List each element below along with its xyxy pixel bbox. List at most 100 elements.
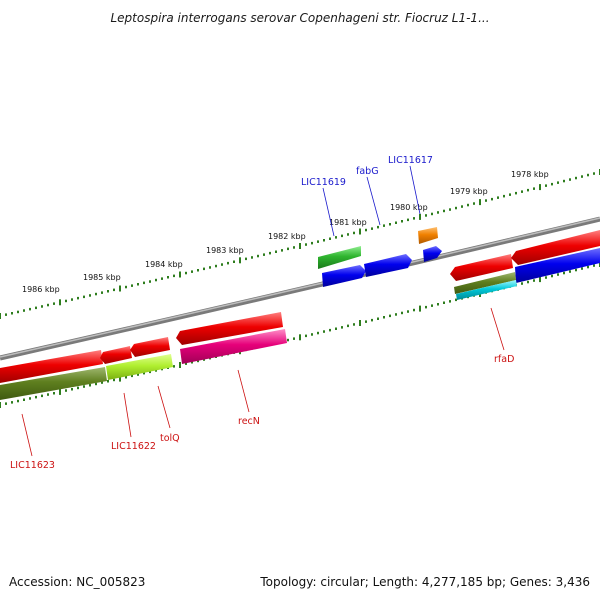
outer-minor-tick [185, 271, 187, 275]
inner-major-tick [59, 388, 61, 395]
inner-minor-tick [95, 382, 97, 386]
inner-minor-tick [191, 361, 193, 364]
inner-minor-tick [173, 365, 175, 368]
outer-major-tick [419, 213, 421, 220]
inner-minor-tick [527, 280, 529, 284]
outer-minor-tick [575, 176, 577, 180]
inner-minor-tick [113, 378, 115, 382]
inner-minor-tick [383, 316, 385, 319]
gene-label-lic11619[interactable]: LIC11619 [301, 177, 346, 188]
outer-minor-tick [293, 246, 295, 249]
gene-red-middle[interactable] [176, 312, 283, 345]
inner-minor-tick [149, 370, 151, 374]
gene-lic11623[interactable] [0, 367, 107, 400]
outer-minor-tick [473, 202, 475, 205]
gene-red-right-2[interactable] [511, 230, 600, 265]
gene-red-small-1[interactable] [100, 346, 132, 364]
outer-minor-tick [503, 194, 505, 198]
outer-minor-tick [311, 241, 313, 245]
outer-minor-tick [383, 224, 385, 227]
outer-minor-tick [125, 285, 127, 289]
gene-lic11617[interactable] [418, 227, 438, 244]
outer-minor-tick [203, 267, 205, 271]
chromosome-backbone [0, 216, 600, 361]
leader-tolq [157, 385, 171, 429]
inner-major-tick [299, 334, 301, 341]
gene-fabg[interactable] [364, 254, 412, 277]
outer-minor-tick [431, 212, 433, 216]
outer-minor-tick [395, 221, 397, 224]
gene-red-right-1[interactable] [450, 254, 513, 281]
kbp-label-1983: 1983 kbp [206, 246, 244, 255]
outer-minor-tick [365, 228, 367, 232]
leader-recn [237, 369, 250, 413]
outer-major-tick [299, 243, 301, 249]
inner-minor-tick [101, 381, 103, 384]
leader-fabg [366, 176, 381, 226]
gene-label-recn[interactable]: recN [238, 416, 260, 427]
outer-minor-tick [107, 290, 109, 293]
inner-minor-tick [455, 298, 457, 302]
inner-minor-tick [131, 374, 133, 378]
gene-label-lic11623[interactable]: LIC11623 [10, 460, 55, 471]
outer-minor-tick [449, 208, 451, 211]
gene-label-lic11622[interactable]: LIC11622 [111, 441, 156, 452]
outer-minor-tick [101, 291, 103, 294]
gene-forward-3[interactable] [423, 246, 442, 262]
inner-minor-tick [443, 301, 445, 304]
outer-minor-tick [353, 231, 355, 235]
outer-minor-tick [167, 276, 169, 279]
leader-rfad [490, 307, 505, 351]
gene-red-left[interactable] [0, 350, 103, 383]
outer-minor-tick [335, 236, 337, 239]
gene-forward-1[interactable] [322, 265, 366, 287]
outer-minor-tick [11, 312, 13, 315]
outer-major-tick [539, 184, 541, 191]
outer-minor-tick [401, 220, 403, 223]
inner-minor-tick [65, 389, 67, 392]
gene-red-small-2[interactable] [130, 337, 170, 357]
outer-major-tick [119, 285, 121, 292]
inner-major-tick [119, 375, 121, 382]
inner-minor-tick [449, 300, 451, 303]
map-title: Leptospira interrogans serovar Copenhage… [110, 11, 489, 25]
inner-minor-tick [563, 271, 565, 275]
outer-minor-tick [71, 298, 73, 301]
outer-minor-tick [173, 274, 175, 278]
inner-minor-tick [11, 401, 13, 404]
inner-minor-tick [575, 268, 577, 272]
inner-minor-tick [89, 384, 91, 387]
outer-minor-tick [341, 234, 343, 238]
gene-label-lic11617[interactable]: LIC11617 [388, 155, 433, 166]
gene-cyan[interactable] [456, 280, 517, 300]
gene-label-rfad[interactable]: rfaD [494, 354, 514, 365]
outer-minor-tick [437, 211, 439, 214]
outer-minor-tick [545, 184, 547, 187]
gene-recn[interactable] [180, 329, 287, 364]
inner-minor-tick [401, 311, 403, 315]
outer-minor-tick [587, 173, 589, 177]
outer-minor-tick [191, 270, 193, 273]
inner-minor-tick [521, 282, 523, 285]
outer-minor-tick [515, 191, 517, 195]
outer-minor-tick [233, 260, 235, 263]
inner-major-tick [539, 276, 541, 283]
inner-minor-tick [329, 328, 331, 332]
outer-minor-tick [77, 296, 79, 300]
inner-minor-tick [569, 270, 571, 273]
inner-minor-tick [557, 273, 559, 276]
gene-forward-4[interactable] [515, 248, 600, 283]
gene-lic11622[interactable] [106, 354, 173, 380]
outer-minor-tick [491, 197, 493, 201]
outer-minor-tick [485, 199, 487, 202]
inner-minor-tick [407, 310, 409, 313]
outer-minor-tick [257, 254, 259, 258]
gene-label-tolq[interactable]: tolQ [160, 433, 180, 444]
outer-minor-tick [161, 277, 163, 280]
gene-label-fabg[interactable]: fabG [356, 166, 379, 177]
gene-lic11619[interactable] [318, 246, 361, 269]
gene-rfad[interactable] [454, 272, 516, 294]
outer-minor-tick [197, 269, 199, 272]
outer-minor-tick [323, 239, 325, 242]
